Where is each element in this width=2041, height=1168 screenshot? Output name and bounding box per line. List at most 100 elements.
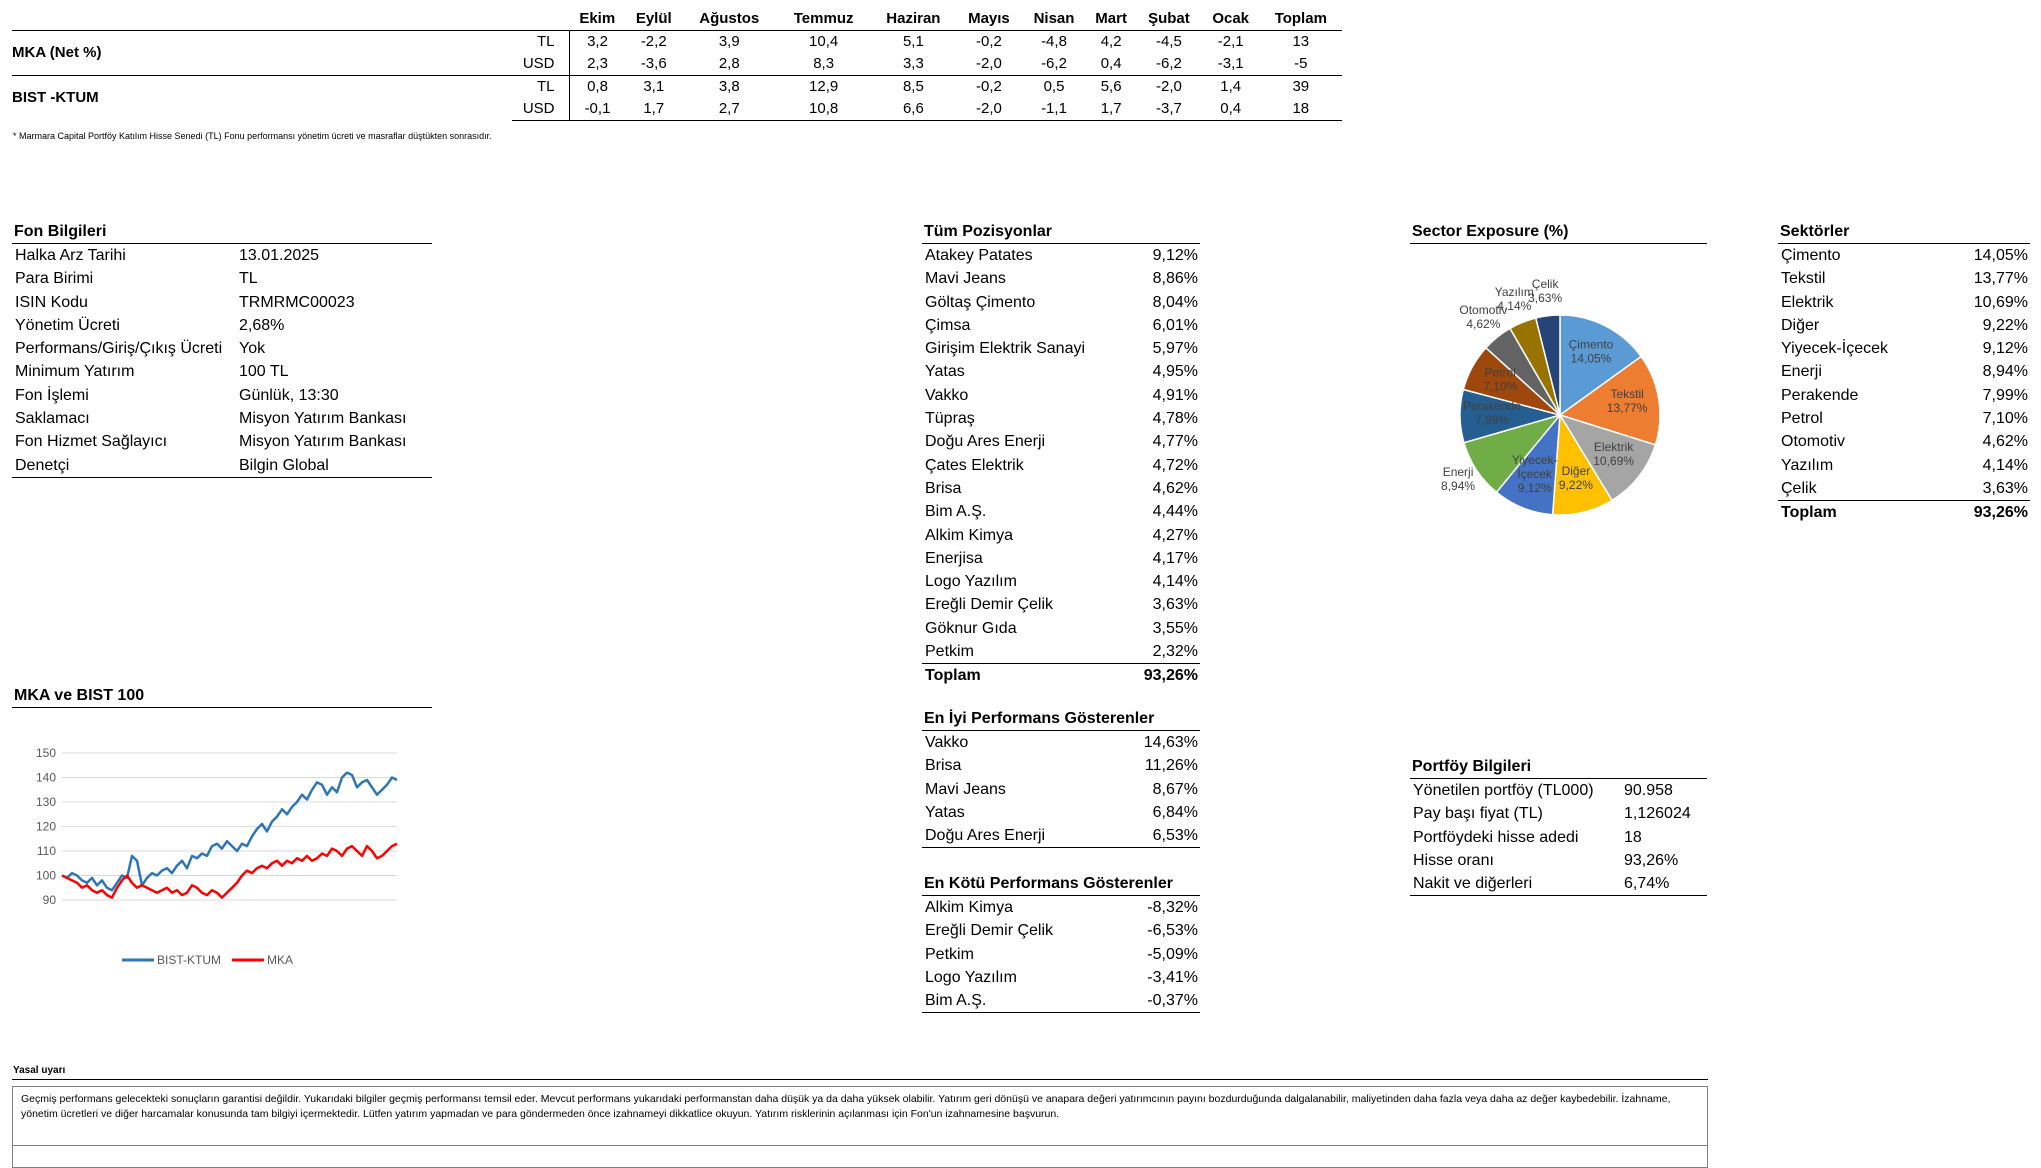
portfolio-info-label: Portföydeki hisse adedi: [1413, 828, 1579, 846]
position-value: 4,44%: [1152, 503, 1198, 521]
sector-label: Perakende: [1781, 386, 1859, 404]
performance-cell: -2,2: [625, 29, 682, 53]
sector-value: 13,77%: [1973, 270, 2028, 288]
month-header: Mayıs: [968, 10, 1010, 28]
fund-info-label: Yönetim Ücreti: [15, 316, 120, 334]
fund-info-row: Yönetim Ücreti 2,68%: [12, 314, 432, 337]
position-row: Petkim 2,32%: [922, 640, 1200, 663]
sector-row: Çelik 3,63%: [1778, 477, 2030, 500]
position-value: 3,55%: [1152, 619, 1198, 637]
position-value: 4,95%: [1152, 363, 1198, 381]
fund-info-row: Halka Arz Tarihi 13.01.2025: [12, 244, 432, 267]
position-row: Brisa 4,62%: [922, 477, 1200, 500]
performance-cell: 2,8: [718, 55, 740, 72]
best-performer-value: 6,53%: [1152, 827, 1198, 845]
sector-label: Tekstil: [1781, 270, 1826, 288]
performance-cell: 0,4: [1100, 55, 1122, 72]
sector-label: Diğer: [1781, 316, 1820, 334]
fund-info-row: ISIN Kodu TRMRMC00023: [12, 291, 432, 314]
pie-label-2: Elektrik 10,69%: [1593, 440, 1634, 468]
performance-cell: -0,2: [956, 74, 1022, 98]
position-row: Tüpraş 4,78%: [922, 407, 1200, 430]
worst-performer-value: -0,37%: [1147, 992, 1198, 1010]
sector-value: 3,63%: [1982, 479, 2028, 497]
portfolio-info-label: Nakit ve diğerleri: [1413, 875, 1533, 893]
performance-cell: 3,8: [682, 74, 777, 98]
performance-cell: 5,6: [1086, 74, 1137, 98]
sector-label: Petrol: [1781, 410, 1823, 428]
sectors-total-label: Toplam: [1781, 504, 1837, 522]
position-value: 4,14%: [1152, 573, 1198, 591]
fund-info-row: Minimum Yatırım 100 TL: [12, 360, 432, 383]
month-header: Şubat: [1148, 10, 1190, 28]
fund-info-label: ISIN Kodu: [15, 293, 88, 311]
best-performer-value: 14,63%: [1143, 734, 1198, 751]
performance-cell: 3,3: [902, 55, 924, 72]
performance-cell: -0,2: [956, 29, 1022, 53]
position-row: Enerjisa 4,17%: [922, 547, 1200, 570]
performance-row-label: MKA (Net %): [12, 29, 512, 75]
position-value: 8,86%: [1152, 270, 1198, 288]
performance-cell: -4,8: [1021, 29, 1087, 53]
positions-section: Tüm Pozisyonlar Atakey Patates 9,12% Mavi …: [922, 221, 1200, 687]
fund-info-row: Saklamacı Misyon Yatırım Bankası: [12, 407, 432, 430]
worst-performers-title: En Kötü Performans Gösterenler: [922, 873, 1200, 896]
position-row: Çates Elektrik 4,72%: [922, 454, 1200, 477]
fund-info-label: Para Birimi: [15, 270, 94, 288]
position-label: Alkim Kimya: [925, 526, 1014, 544]
sector-value: 7,99%: [1982, 386, 2028, 404]
positions-total-label: Toplam: [925, 667, 981, 685]
worst-performer-label: Ereğli Demir Çelik: [925, 922, 1054, 940]
position-label: Girişim Elektrik Sanayi: [925, 340, 1086, 358]
sectors-list: Çimento 14,05% Tekstil 13,77% Elektrik 10,69%…: [1778, 244, 2030, 500]
performance-cell: 3,1: [625, 74, 682, 98]
performance-cell: 1,4: [1201, 74, 1260, 98]
sector-row: Petrol 7,10%: [1778, 407, 2030, 430]
sector-row: Yazılım 4,14%: [1778, 454, 2030, 477]
positions-total-row: Toplam 93,26%: [922, 663, 1200, 686]
fund-info-label: Denetçi: [15, 456, 70, 474]
fund-info-value: Bilgin Global: [239, 456, 329, 474]
month-header: Toplam: [1274, 10, 1327, 28]
best-performers-section: En İyi Performans Gösterenler Vakko 14,63…: [922, 708, 1200, 849]
positions-total-value: 93,26%: [1143, 667, 1198, 685]
worst-performer-label: Alkim Kimya: [925, 899, 1014, 916]
sector-row: Yiyecek-İçecek 9,12%: [1778, 337, 2030, 360]
best-performers-title: En İyi Performans Gösterenler: [922, 708, 1200, 731]
fund-info-value: Günlük, 13:30: [239, 386, 339, 404]
performance-cell: -4,5: [1136, 29, 1202, 53]
portfolio-info-value: 1,126024: [1624, 805, 1691, 823]
position-row: Yatas 4,95%: [922, 360, 1200, 383]
y-tick-label: 100: [36, 869, 56, 883]
portfolio-info-label: Yönetilen portföy (TL000): [1413, 782, 1594, 799]
performance-table: Ekim Eylül Ağustos Temmuz Haziran Mayıs …: [12, 8, 1342, 121]
sector-label: Çelik: [1781, 479, 1817, 497]
position-row: Alkim Kimya 4,27%: [922, 524, 1200, 547]
position-label: Brisa: [925, 479, 962, 497]
position-label: Ereğli Demir Çelik: [925, 596, 1054, 614]
best-performer-label: Mavi Jeans: [925, 780, 1006, 798]
fund-info-section: Fon Bilgileri Halka Arz Tarihi 13.01.2025…: [12, 221, 432, 478]
position-row: Çimsa 6,01%: [922, 314, 1200, 337]
worst-performers-section: En Kötü Performans Gösterenler Alkim Kim…: [922, 873, 1200, 1014]
sector-exposure-title: Sector Exposure (%): [1410, 221, 1707, 244]
fund-info-label: Halka Arz Tarihi: [15, 247, 126, 264]
fund-info-list: Halka Arz Tarihi 13.01.2025 Para Birimi TL I…: [12, 244, 432, 478]
performance-cell: 5,1: [870, 29, 957, 53]
empty-header: [512, 8, 569, 30]
worst-performer-row: Bim A.Ş. -0,37%: [922, 989, 1200, 1012]
fund-info-label: Minimum Yatırım: [15, 363, 135, 381]
sector-label: Otomotiv: [1781, 433, 1846, 451]
performance-row: USD 2,3 -3,6 2,8 8,3 3,3 -2,0 -6,2 0,4 -6,2 -3,1 -5: [12, 52, 1342, 75]
fund-info-row: Performans/Giriş/Çıkış Ücreti Yok: [12, 337, 432, 360]
pie-label-1: Tekstil 13,77%: [1607, 387, 1648, 415]
fund-info-value: 13.01.2025: [239, 247, 320, 264]
month-header: Haziran: [886, 10, 941, 28]
position-value: 9,12%: [1152, 247, 1198, 264]
sectors-title: Sektörler: [1778, 221, 2030, 244]
performance-cell: 13: [1259, 29, 1342, 53]
portfolio-info-value: 90.958: [1624, 782, 1673, 799]
portfolio-info-row: Portföydeki hisse adedi 18: [1410, 826, 1707, 849]
sectors-total-row: Toplam 93,26%: [1778, 500, 2030, 523]
performance-cell: -6,2: [1156, 55, 1182, 72]
